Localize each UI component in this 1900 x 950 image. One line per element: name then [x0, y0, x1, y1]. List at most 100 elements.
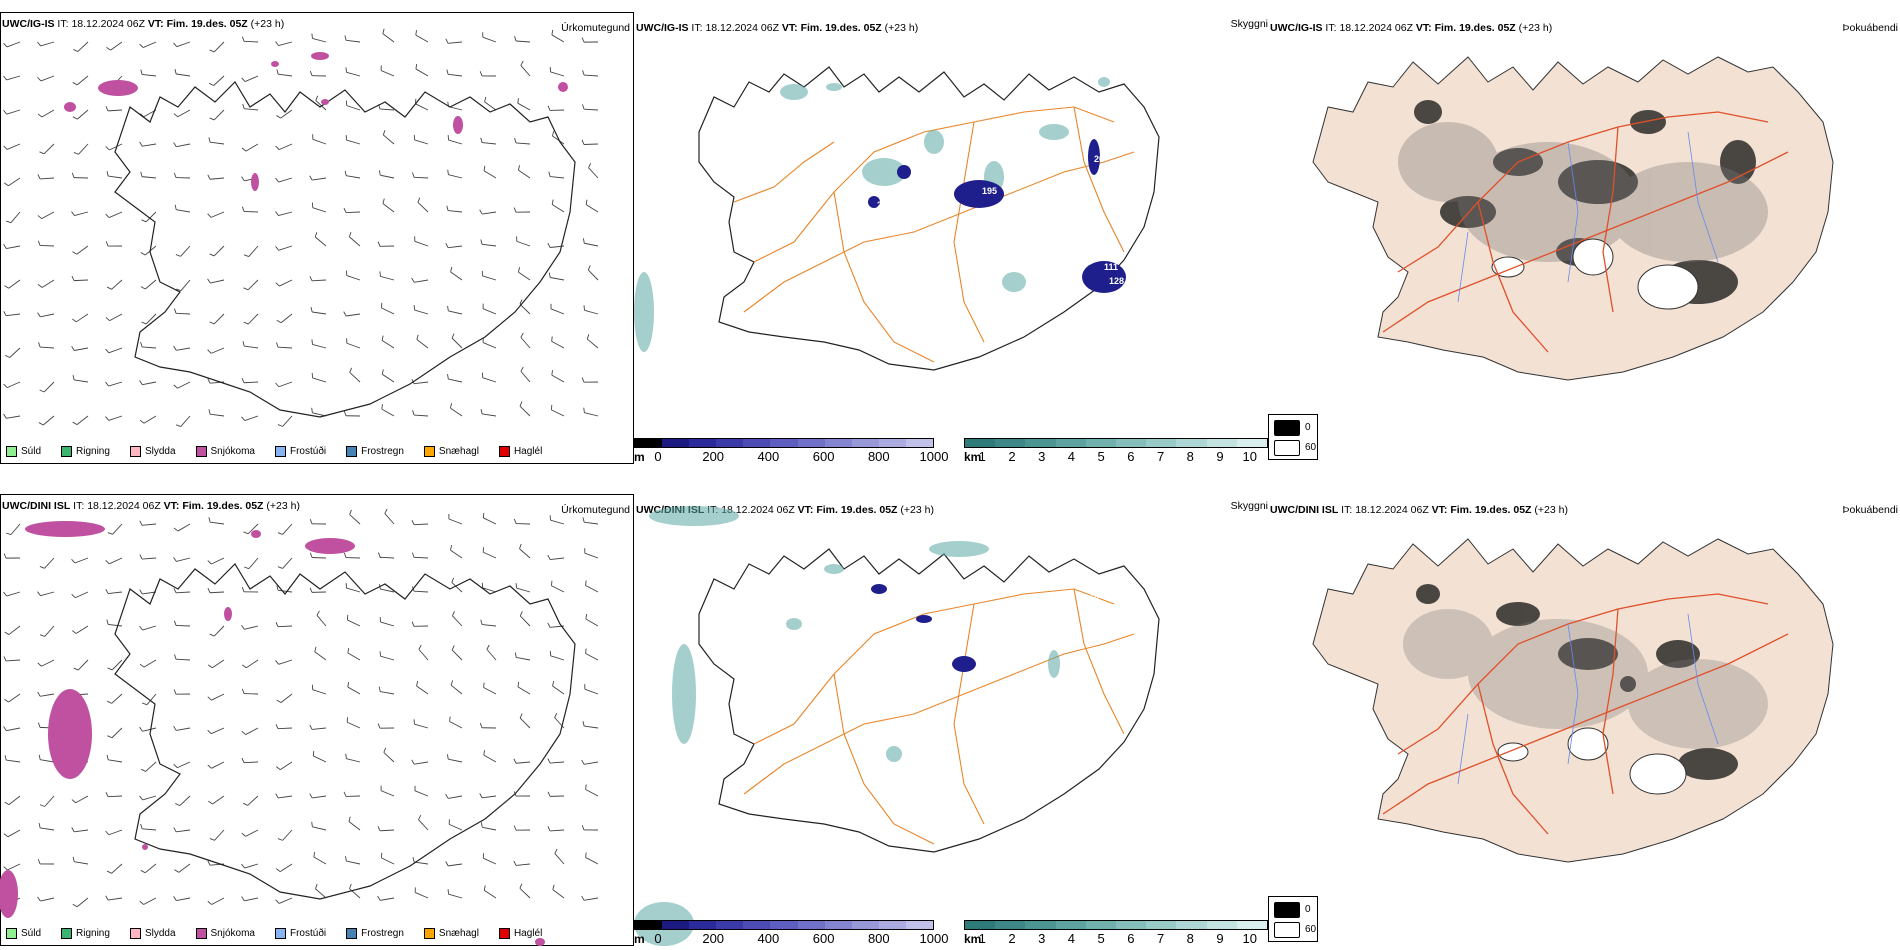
wind-barb: [517, 102, 531, 111]
wind-barb-flag: [275, 282, 280, 287]
scale-color-step: [824, 439, 852, 447]
wind-barb-flag: [415, 63, 418, 70]
wind-barb: [452, 615, 463, 627]
wind-barbs: [3, 28, 599, 427]
wind-barb-flag: [585, 199, 588, 205]
legend-label: Haglél: [513, 928, 543, 939]
wind-barb: [448, 174, 463, 179]
wind-barb-flag: [105, 416, 110, 421]
title-it-value: 18.12.2024 06Z: [721, 504, 795, 516]
wind-barb: [414, 139, 429, 145]
wind-barb: [381, 857, 395, 865]
wind-barb: [414, 723, 429, 729]
wind-barb: [111, 659, 123, 671]
scale-tick-label: 3: [1038, 931, 1046, 946]
wind-barb-flag: [72, 82, 78, 86]
title-lead: (+23 h): [884, 22, 919, 34]
wind-barb-flag: [416, 334, 419, 340]
wind-barb-flag: [581, 825, 585, 831]
scale-tick-label: 0: [654, 449, 662, 464]
wind-barb-flag: [585, 784, 587, 790]
wind-barb: [448, 139, 463, 145]
wind-barb: [448, 893, 463, 899]
wind-barb: [144, 863, 157, 874]
legend-item: Haglél: [498, 446, 542, 457]
wind-barb: [380, 655, 395, 661]
wind-barb: [346, 275, 361, 281]
wind-barb: [482, 624, 497, 627]
wind-barb: [550, 71, 565, 77]
wind-barb: [482, 795, 497, 799]
legend-label: Súld: [21, 928, 42, 939]
dark-visibility-areas: [871, 584, 976, 672]
panel-corner-label: Úrkomutegund: [561, 504, 630, 516]
scale-tick-label: 5: [1097, 931, 1105, 946]
wind-barb: [176, 829, 191, 833]
scale-color-step: [743, 921, 771, 929]
wind-barb: [179, 795, 191, 806]
wind-barb: [414, 414, 429, 417]
wind-barb: [312, 689, 327, 695]
wind-barb-flag: [309, 276, 313, 282]
wind-barb: [213, 109, 225, 121]
wind-barb-flag: [173, 113, 179, 118]
wind-barb: [415, 68, 429, 77]
wind-barb: [143, 415, 157, 424]
wind-barb-flag: [71, 799, 77, 804]
scale-color-step: [1085, 439, 1117, 447]
scale-tick-label: 200: [702, 931, 725, 946]
wind-barb-flag: [483, 682, 485, 688]
wind-barb: [586, 338, 599, 349]
wind-barb-flag: [276, 115, 281, 119]
scale-color-step: [797, 921, 825, 929]
wind-barb-flag: [547, 791, 551, 797]
wind-barb-flag: [3, 866, 8, 871]
wind-barb: [448, 210, 463, 213]
legend-swatch: [195, 446, 207, 457]
wind-barb: [380, 790, 395, 797]
wind-barb-flag: [207, 378, 211, 384]
wind-barb: [6, 759, 21, 763]
visibility-value-label: 33: [1089, 628, 1099, 638]
wind-barb-flag: [105, 560, 110, 565]
wind-barb: [483, 754, 497, 763]
wind-barb-flag: [447, 305, 449, 312]
title-model: UWC/DINI ISL: [2, 500, 71, 512]
wind-barb-flag: [39, 389, 45, 393]
wind-barb: [8, 795, 21, 805]
wind-barb-flag: [275, 621, 279, 627]
wind-barb-flag: [173, 620, 177, 626]
legend-label: Rigning: [76, 446, 110, 457]
wind-barb-flag: [139, 380, 143, 385]
wind-barb-flag: [581, 37, 585, 43]
title-vt: VT: Fim. 19.des. 05Z: [781, 22, 882, 34]
wind-barb-flag: [241, 378, 245, 383]
wind-barb: [176, 897, 191, 902]
wind-barb-flag: [548, 272, 551, 278]
wind-barb-flag: [585, 852, 587, 858]
precip-map: [3, 28, 599, 427]
scale-tick-label: 600: [812, 449, 835, 464]
wind-barb-flag: [37, 113, 43, 118]
wind-barb: [483, 551, 497, 559]
wind-barb: [176, 347, 191, 351]
fog-legend-label-60: 60: [1305, 924, 1317, 935]
wind-barb: [584, 688, 599, 695]
wind-barb: [346, 313, 361, 317]
wind-barb-flag: [343, 311, 347, 317]
wind-barb: [74, 211, 89, 217]
wind-barb-flag: [345, 856, 347, 862]
wind-barb: [552, 685, 565, 695]
wind-barb: [518, 169, 531, 179]
scale-color-step: [635, 921, 663, 929]
wind-barb-flag: [379, 271, 381, 277]
iceland-coastline: [698, 548, 1160, 853]
dark-visibility-areas: [868, 139, 1126, 293]
scale-color-step: [1055, 439, 1086, 447]
wind-barb: [210, 141, 225, 145]
glacier-white-areas: [1497, 727, 1687, 795]
wind-barb: [108, 829, 123, 836]
wind-barb: [418, 649, 429, 661]
wind-barb: [312, 38, 327, 43]
wind-barb-flag: [37, 691, 41, 697]
